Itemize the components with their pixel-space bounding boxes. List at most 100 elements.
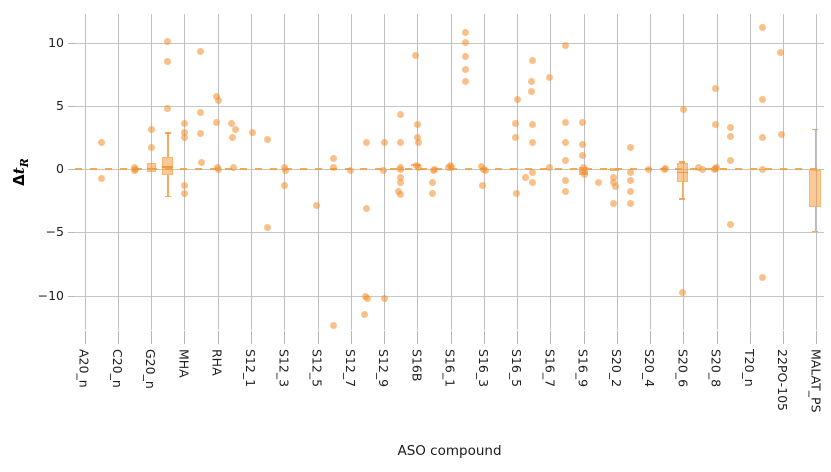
x-tick-mark xyxy=(517,331,519,344)
data-point xyxy=(561,188,569,196)
data-point xyxy=(759,274,767,282)
data-point xyxy=(361,310,369,318)
x-tick-mark xyxy=(417,331,419,344)
boxplot-median xyxy=(676,171,688,174)
data-point xyxy=(610,174,618,182)
data-point xyxy=(561,138,569,146)
data-point xyxy=(528,56,536,64)
x-tick-mark xyxy=(783,331,785,344)
data-point xyxy=(180,119,188,127)
boxplot-whisker-upper xyxy=(814,128,817,171)
data-point xyxy=(98,174,106,182)
data-point xyxy=(759,95,767,103)
data-point xyxy=(380,138,388,146)
data-point xyxy=(759,133,767,141)
x-tick-mark xyxy=(450,331,452,344)
x-tick-label: S20_8 xyxy=(708,349,724,388)
gridline-x xyxy=(151,14,153,330)
data-point xyxy=(411,51,419,59)
data-point xyxy=(428,189,436,197)
data-point xyxy=(512,189,520,197)
data-point xyxy=(776,49,784,57)
data-point xyxy=(579,151,587,159)
data-point xyxy=(727,156,735,164)
x-tick-label: 22PO-105 xyxy=(775,349,791,411)
y-tick-mark xyxy=(68,295,75,297)
data-point xyxy=(644,166,652,174)
data-point xyxy=(679,106,687,114)
y-tick-label: 5 xyxy=(56,97,64,113)
data-point xyxy=(579,118,587,126)
x-tick-label: C20_n xyxy=(109,349,125,388)
x-tick-label: S16_5 xyxy=(509,349,525,388)
x-tick-label: MALAT_PS xyxy=(808,349,824,413)
data-point xyxy=(215,97,223,105)
boxplot-box xyxy=(146,163,156,172)
boxplot-cap-upper xyxy=(812,128,819,131)
boxplot-whisker-lower xyxy=(681,182,684,199)
data-point xyxy=(627,176,635,184)
y-tick-label: 0 xyxy=(56,161,64,176)
x-tick-mark xyxy=(84,331,86,344)
x-tick-label: S20_2 xyxy=(608,349,624,388)
data-point xyxy=(213,118,221,126)
gridline-x xyxy=(749,14,751,330)
data-point xyxy=(347,166,355,174)
data-point xyxy=(363,204,371,212)
boxplot-cap-lower xyxy=(679,198,686,200)
gridline-y xyxy=(75,232,824,234)
data-point xyxy=(232,126,240,134)
boxplot-whisker-lower xyxy=(814,206,817,231)
data-point xyxy=(712,121,720,129)
data-point xyxy=(612,183,620,191)
y-tick-label: −5 xyxy=(45,224,64,240)
data-point xyxy=(759,166,767,174)
data-point xyxy=(579,141,587,149)
x-tick-mark xyxy=(184,331,186,344)
data-point xyxy=(661,164,669,172)
data-point xyxy=(147,126,155,134)
data-point xyxy=(248,128,256,136)
x-tick-mark xyxy=(284,331,286,344)
gridline-x xyxy=(550,14,552,330)
gridline-x xyxy=(783,14,785,330)
data-point xyxy=(511,133,519,141)
x-axis-label: ASO compound xyxy=(397,443,502,459)
data-point xyxy=(759,23,767,31)
gridline-x xyxy=(84,14,86,330)
data-point xyxy=(197,159,205,167)
data-point xyxy=(462,39,470,46)
gridline-x xyxy=(616,14,618,330)
data-point xyxy=(396,174,404,182)
data-point xyxy=(396,111,404,119)
data-point xyxy=(396,179,404,187)
boxplot-cap-upper xyxy=(679,161,686,163)
data-point xyxy=(610,179,618,187)
boxplot-whisker-lower xyxy=(167,175,169,196)
data-point xyxy=(215,166,223,174)
gridline-y xyxy=(75,295,824,297)
data-point xyxy=(196,47,204,55)
data-point xyxy=(561,156,569,164)
data-point xyxy=(727,221,735,229)
data-point xyxy=(98,138,106,146)
y-tick-mark xyxy=(68,232,75,234)
data-point xyxy=(627,169,635,177)
boxplot-box xyxy=(162,156,174,176)
x-tick-mark xyxy=(816,331,818,344)
data-point xyxy=(482,167,490,175)
data-point xyxy=(513,95,521,103)
data-point xyxy=(414,138,422,146)
data-point xyxy=(462,52,470,60)
data-point xyxy=(428,179,436,187)
data-point xyxy=(180,133,188,141)
y-tick-label: −10 xyxy=(37,287,64,303)
x-tick-label: S16_9 xyxy=(575,349,591,388)
data-point xyxy=(712,84,720,92)
data-point xyxy=(379,166,387,174)
data-point xyxy=(330,164,338,172)
gridline-x xyxy=(317,14,319,330)
data-point xyxy=(511,119,519,127)
boxplot-whisker-upper xyxy=(167,132,169,157)
data-point xyxy=(280,181,288,189)
